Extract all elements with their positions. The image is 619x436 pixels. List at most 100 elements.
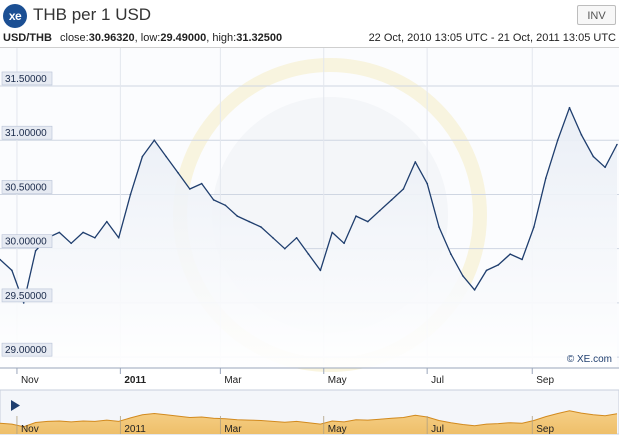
data-point — [414, 161, 417, 163]
data-point — [236, 215, 239, 217]
data-point — [616, 143, 618, 146]
currency-pair: USD/THB — [3, 32, 52, 44]
data-point — [212, 199, 215, 201]
data-point — [82, 231, 84, 234]
data-point — [260, 226, 262, 228]
data-point — [473, 289, 476, 291]
y-tick: 30.00000 — [1, 234, 53, 248]
data-point — [367, 220, 369, 223]
data-point — [284, 247, 286, 250]
y-tick-box — [1, 180, 53, 194]
y-tick-label: 31.00000 — [5, 128, 47, 139]
x-tick-label: Jul — [431, 375, 444, 386]
y-tick: 29.50000 — [1, 288, 53, 303]
data-point — [355, 215, 357, 217]
y-tick-box — [1, 125, 53, 140]
data-point — [319, 269, 322, 272]
data-point — [509, 253, 512, 255]
play-icon — [11, 400, 20, 411]
data-point — [426, 182, 429, 185]
data-point — [295, 237, 298, 239]
data-point — [34, 250, 37, 252]
chart-header: xe THB per 1 USD INV — [0, 0, 619, 30]
data-point — [307, 253, 310, 255]
invert-button[interactable]: INV — [577, 5, 616, 25]
y-tick-box — [1, 234, 53, 248]
y-tick-label: 30.00000 — [5, 237, 47, 248]
x-tick-label: Mar — [224, 375, 242, 386]
xe-logo: xe — [3, 4, 27, 28]
data-point — [224, 204, 227, 207]
data-point — [343, 242, 345, 245]
x-tick-label: Nov — [21, 375, 39, 386]
y-tick-label: 31.50000 — [5, 74, 47, 85]
y-tick: 31.50000 — [1, 71, 53, 86]
y-tick-box — [1, 342, 53, 357]
data-point — [248, 220, 250, 223]
price-stats: close:30.96320, low:29.49000, high:31.32… — [60, 32, 283, 44]
x-tick-label: May — [328, 375, 347, 386]
data-point — [580, 134, 583, 136]
data-point — [165, 155, 167, 158]
navigator-line — [0, 410, 618, 428]
data-point — [272, 237, 274, 239]
data-point — [189, 188, 191, 190]
data-point — [521, 258, 523, 261]
data-point — [117, 237, 120, 239]
y-tick-box — [1, 71, 53, 86]
copyright-watermark: © XE.com — [567, 354, 612, 365]
high-value: 31.32500 — [236, 32, 283, 44]
data-point — [331, 231, 334, 234]
data-point — [592, 155, 595, 158]
data-point — [438, 226, 440, 228]
y-tick-box — [1, 288, 53, 303]
navigator-area — [0, 410, 617, 434]
data-point — [533, 226, 535, 228]
low-value: 29.49000 — [160, 32, 207, 44]
data-point — [106, 220, 108, 223]
series-usd-thb — [0, 106, 618, 368]
data-point — [485, 269, 488, 272]
stats-bar: USD/THB close:30.96320, low:29.49000, hi… — [0, 30, 619, 48]
x-tick-label: 2011 — [124, 375, 146, 386]
data-point — [378, 209, 381, 212]
data-point — [604, 166, 606, 169]
y-tick: 30.50000 — [1, 180, 53, 194]
close-value: 30.96320 — [88, 32, 135, 44]
data-point — [497, 264, 500, 266]
data-point — [70, 242, 72, 245]
data-point — [177, 171, 179, 174]
navigator-tick-label: Sep — [536, 424, 554, 435]
data-point — [390, 199, 393, 201]
high-label: high: — [212, 32, 237, 44]
data-point — [94, 237, 96, 239]
x-tick-label: Sep — [536, 375, 554, 386]
data-point — [568, 106, 571, 109]
data-point — [402, 188, 405, 190]
navigator-tick-label: 2011 — [124, 424, 146, 435]
y-tick: 31.00000 — [1, 125, 53, 140]
navigator-tick-label: May — [328, 424, 347, 435]
data-point — [58, 231, 61, 234]
data-point — [11, 269, 13, 272]
low-label: low: — [140, 32, 161, 44]
data-point — [545, 177, 547, 179]
data-point — [0, 258, 1, 261]
y-tick: 29.00000 — [1, 342, 53, 357]
chart-title: THB per 1 USD — [33, 5, 152, 24]
range-navigator[interactable]: Nov 2011 Mar May Jul Sep — [0, 389, 619, 435]
y-tick-label: 30.50000 — [5, 182, 47, 193]
data-point — [129, 193, 132, 196]
close-label: close: — [60, 32, 89, 44]
navigator-tick-label: Jul — [431, 424, 444, 435]
date-range: 22 Oct, 2010 13:05 UTC - 21 Oct, 2011 13… — [368, 32, 616, 44]
data-point — [153, 139, 156, 141]
series-area — [0, 107, 617, 368]
y-tick-label: 29.50000 — [5, 291, 47, 302]
data-point — [450, 253, 452, 255]
data-point — [141, 155, 144, 158]
data-point — [462, 275, 464, 277]
data-point — [556, 139, 559, 141]
navigator-tick-label: Mar — [224, 424, 242, 435]
